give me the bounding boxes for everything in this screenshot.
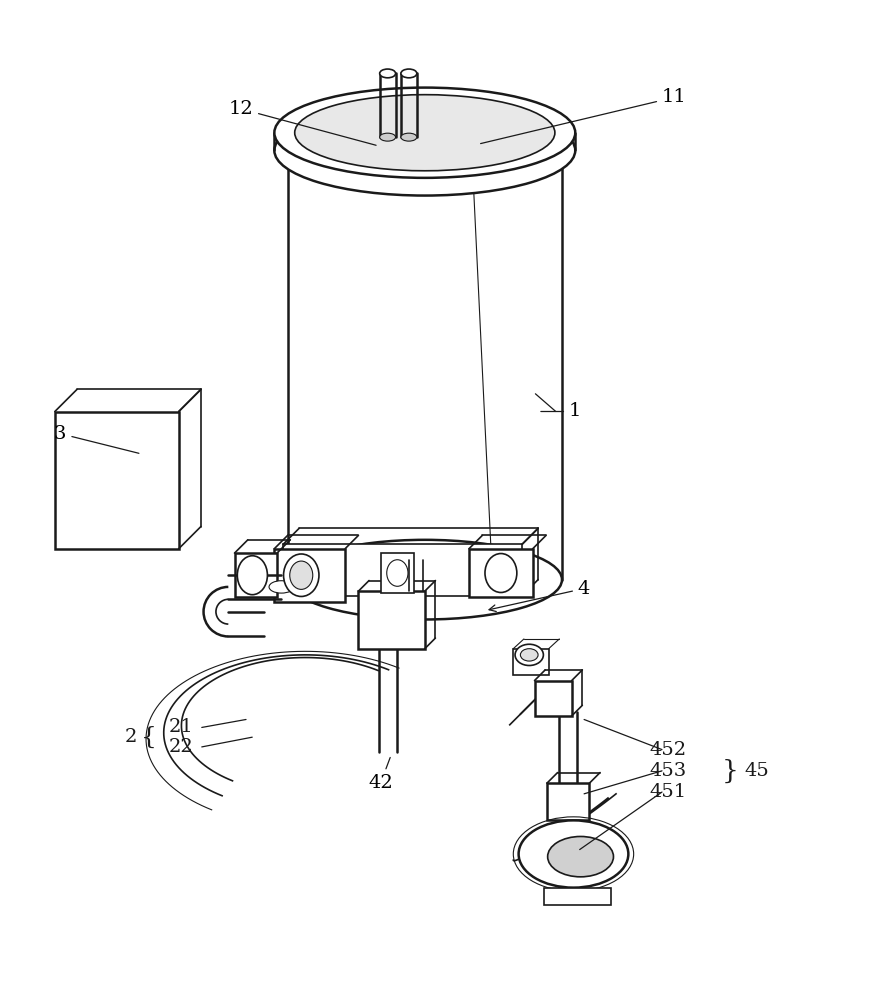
Bar bbox=[358, 591, 425, 649]
Bar bbox=[283, 544, 522, 596]
Text: 12: 12 bbox=[228, 100, 376, 145]
Ellipse shape bbox=[269, 581, 294, 593]
Text: 451: 451 bbox=[650, 783, 687, 801]
Ellipse shape bbox=[401, 133, 417, 141]
Bar bbox=[235, 553, 277, 597]
Ellipse shape bbox=[237, 556, 267, 595]
Bar bbox=[535, 681, 572, 716]
Text: 1: 1 bbox=[541, 402, 581, 420]
Text: 452: 452 bbox=[650, 741, 687, 759]
Text: 42: 42 bbox=[368, 757, 393, 792]
Ellipse shape bbox=[288, 540, 562, 619]
Text: 3: 3 bbox=[54, 425, 139, 453]
Ellipse shape bbox=[274, 88, 575, 178]
Ellipse shape bbox=[274, 105, 575, 196]
Text: 2: 2 bbox=[125, 728, 137, 746]
Ellipse shape bbox=[519, 820, 628, 888]
Ellipse shape bbox=[289, 561, 312, 589]
Bar bbox=[547, 783, 589, 820]
Ellipse shape bbox=[485, 554, 517, 592]
Ellipse shape bbox=[401, 69, 417, 78]
Ellipse shape bbox=[515, 644, 543, 665]
Text: 4: 4 bbox=[489, 580, 590, 612]
Bar bbox=[469, 549, 533, 597]
Bar bbox=[544, 888, 611, 905]
Ellipse shape bbox=[295, 95, 555, 171]
Text: 45: 45 bbox=[744, 762, 769, 780]
Bar bbox=[55, 412, 179, 549]
Ellipse shape bbox=[380, 133, 396, 141]
Ellipse shape bbox=[380, 69, 396, 78]
Ellipse shape bbox=[548, 836, 613, 877]
Text: }: } bbox=[722, 758, 738, 783]
Bar bbox=[381, 553, 414, 593]
Text: {: { bbox=[141, 726, 157, 749]
Text: 22: 22 bbox=[169, 738, 194, 756]
Bar bbox=[274, 549, 345, 602]
Ellipse shape bbox=[520, 649, 538, 661]
Text: 453: 453 bbox=[650, 762, 687, 780]
Text: 21: 21 bbox=[169, 718, 194, 736]
Text: 11: 11 bbox=[481, 88, 687, 144]
Ellipse shape bbox=[283, 554, 319, 596]
Bar bbox=[513, 649, 549, 675]
Ellipse shape bbox=[387, 560, 408, 586]
